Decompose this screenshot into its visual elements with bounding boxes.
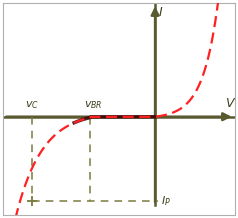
Text: V: V xyxy=(225,97,233,110)
Text: $v_C$: $v_C$ xyxy=(25,99,39,111)
Text: I: I xyxy=(159,5,163,19)
Text: $I_P$: $I_P$ xyxy=(161,194,171,208)
Text: $v_{BR}$: $v_{BR}$ xyxy=(84,99,102,111)
